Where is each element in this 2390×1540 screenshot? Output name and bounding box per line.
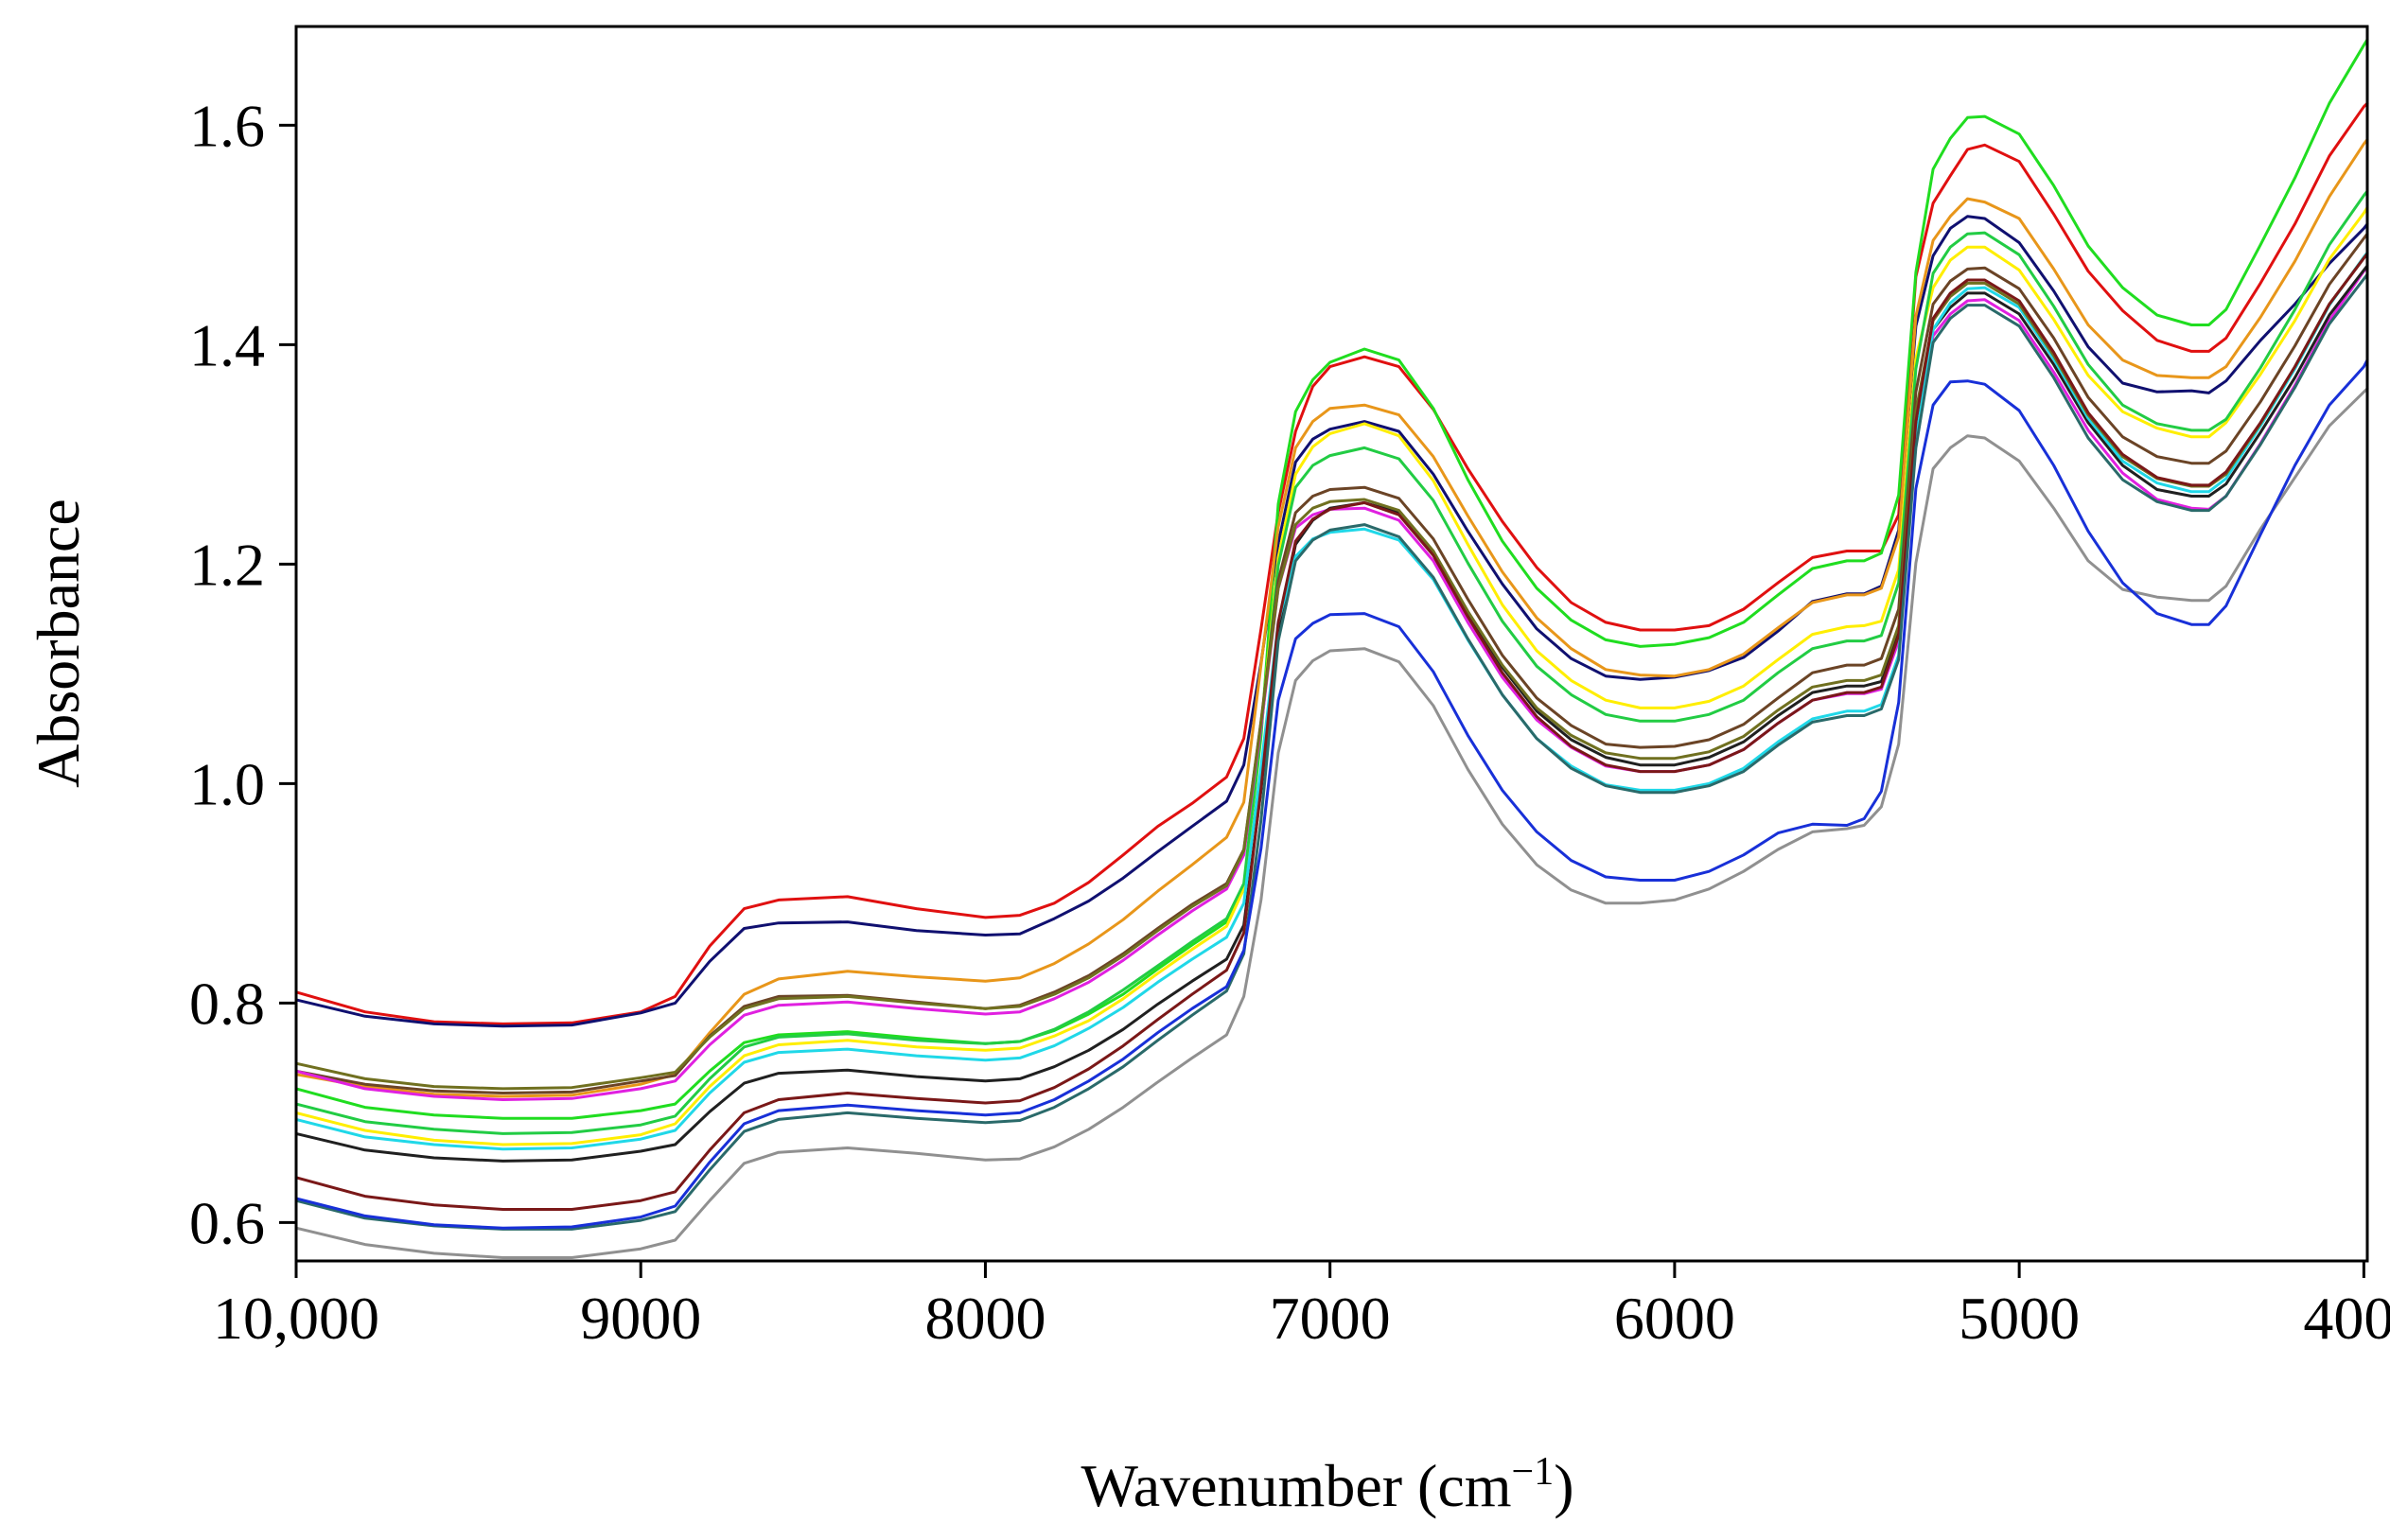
x-tick-label: 5000 — [1959, 1285, 2080, 1352]
y-tick-label: 0.6 — [189, 1189, 265, 1256]
y-tick-label: 1.0 — [189, 750, 265, 817]
y-tick-label: 1.6 — [189, 92, 265, 159]
series-line-9 — [294, 264, 2369, 1163]
series-line-6 — [294, 189, 2369, 1135]
y-axis-title: Absorbance — [25, 499, 92, 788]
plot-frame — [294, 25, 2369, 1263]
y-tick-label: 0.8 — [189, 970, 265, 1037]
series-line-1 — [294, 101, 2369, 1025]
series-line-3 — [294, 38, 2369, 1120]
y-tick-label: 1.4 — [189, 311, 265, 378]
series-line-15 — [294, 359, 2369, 1230]
series-line-12 — [294, 252, 2369, 1211]
x-tick-label: 9000 — [580, 1285, 701, 1352]
y-axis: 0.6 0.8 1.0 1.2 1.4 1.6 — [189, 92, 296, 1256]
series-line-14 — [294, 387, 2369, 1259]
series-line-8 — [294, 266, 2369, 1101]
series-line-10 — [294, 251, 2369, 1151]
x-tick-label: 8000 — [924, 1285, 1046, 1352]
series-line-13 — [294, 272, 2369, 1231]
series-layer — [294, 38, 2369, 1259]
y-tick-label: 1.2 — [189, 531, 265, 598]
x-axis-title: Wavenumber (cm−1) — [1081, 1450, 1573, 1519]
x-tick-label: 6000 — [1614, 1285, 1735, 1352]
series-line-4 — [294, 138, 2369, 1098]
series-line-5 — [294, 205, 2369, 1146]
series-line-2 — [294, 215, 2369, 1028]
x-tick-label: 7000 — [1270, 1285, 1391, 1352]
x-tick-label: 10,000 — [213, 1285, 379, 1352]
